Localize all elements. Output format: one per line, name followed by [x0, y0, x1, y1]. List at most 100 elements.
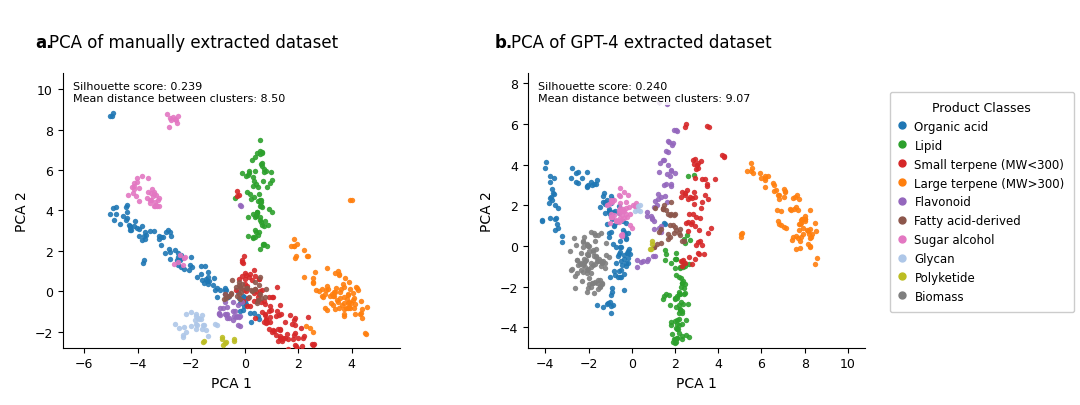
Point	[678, 188, 696, 194]
Point	[600, 209, 618, 215]
Point	[757, 185, 774, 191]
Point	[586, 279, 604, 286]
Point	[783, 237, 800, 243]
Point	[245, 290, 262, 297]
Point	[546, 227, 564, 234]
Point	[168, 254, 186, 260]
Point	[612, 208, 630, 215]
Point	[286, 342, 303, 349]
Point	[656, 193, 673, 199]
Text: PCA of manually extracted dataset: PCA of manually extracted dataset	[50, 34, 338, 52]
Point	[615, 287, 632, 294]
Point	[673, 263, 690, 269]
Point	[135, 233, 152, 240]
Point	[611, 275, 629, 281]
Point	[687, 224, 704, 230]
Point	[692, 158, 710, 164]
Point	[596, 202, 613, 208]
Point	[678, 122, 696, 128]
Point	[603, 230, 620, 236]
Point	[131, 198, 148, 205]
Point	[198, 327, 215, 334]
Point	[643, 213, 660, 220]
Point	[199, 278, 216, 285]
Point	[546, 202, 564, 209]
Point	[256, 301, 273, 307]
Point	[593, 258, 610, 265]
Point	[669, 317, 686, 323]
Point	[677, 124, 694, 130]
Point	[794, 217, 811, 223]
Point	[333, 286, 350, 292]
Point	[580, 252, 597, 259]
Point	[242, 191, 259, 198]
Point	[257, 312, 274, 319]
Point	[789, 207, 807, 213]
Point	[293, 325, 310, 331]
Point	[220, 293, 238, 300]
Point	[230, 290, 247, 297]
Point	[617, 263, 634, 270]
Point	[791, 221, 808, 227]
Point	[246, 286, 264, 293]
Point	[234, 293, 252, 300]
Text: PCA of GPT-4 extracted dataset: PCA of GPT-4 extracted dataset	[511, 34, 772, 52]
Point	[610, 210, 627, 216]
Point	[146, 200, 163, 206]
Point	[118, 209, 135, 216]
Point	[566, 273, 583, 280]
Point	[252, 149, 269, 155]
Point	[807, 220, 824, 226]
Point	[645, 219, 662, 225]
Point	[285, 336, 302, 342]
Point	[193, 277, 211, 284]
Point	[129, 179, 146, 186]
Point	[216, 285, 233, 292]
Point	[341, 286, 359, 292]
Point	[251, 214, 268, 221]
Point	[541, 196, 558, 202]
Point	[249, 232, 267, 239]
Point	[608, 260, 625, 267]
Point	[138, 195, 156, 201]
Point	[295, 333, 312, 339]
Point	[589, 280, 606, 287]
Point	[584, 262, 602, 269]
Point	[256, 241, 273, 248]
Point	[646, 204, 663, 211]
Point	[684, 196, 701, 202]
Point	[253, 197, 270, 204]
Point	[212, 312, 229, 318]
Point	[602, 274, 619, 280]
Point	[577, 264, 594, 270]
Point	[684, 211, 701, 218]
Point	[339, 305, 356, 312]
Point	[631, 209, 648, 215]
Point	[599, 206, 617, 212]
Point	[165, 262, 183, 268]
Point	[217, 287, 234, 294]
Point	[543, 186, 561, 192]
Point	[610, 211, 627, 217]
Point	[264, 209, 281, 216]
Point	[234, 307, 252, 314]
Point	[125, 190, 143, 197]
Point	[616, 271, 633, 277]
Point	[667, 256, 685, 262]
Point	[588, 254, 605, 260]
Point	[618, 205, 635, 212]
Point	[666, 256, 684, 263]
Point	[542, 194, 559, 200]
Point	[238, 288, 255, 294]
Point	[271, 326, 288, 332]
Point	[154, 234, 172, 241]
Point	[681, 194, 699, 201]
Point	[261, 180, 279, 186]
Point	[588, 181, 605, 188]
Point	[787, 204, 805, 211]
Point	[676, 240, 693, 246]
Point	[662, 168, 679, 174]
Point	[262, 169, 280, 175]
Point	[624, 225, 642, 231]
Point	[261, 308, 279, 315]
